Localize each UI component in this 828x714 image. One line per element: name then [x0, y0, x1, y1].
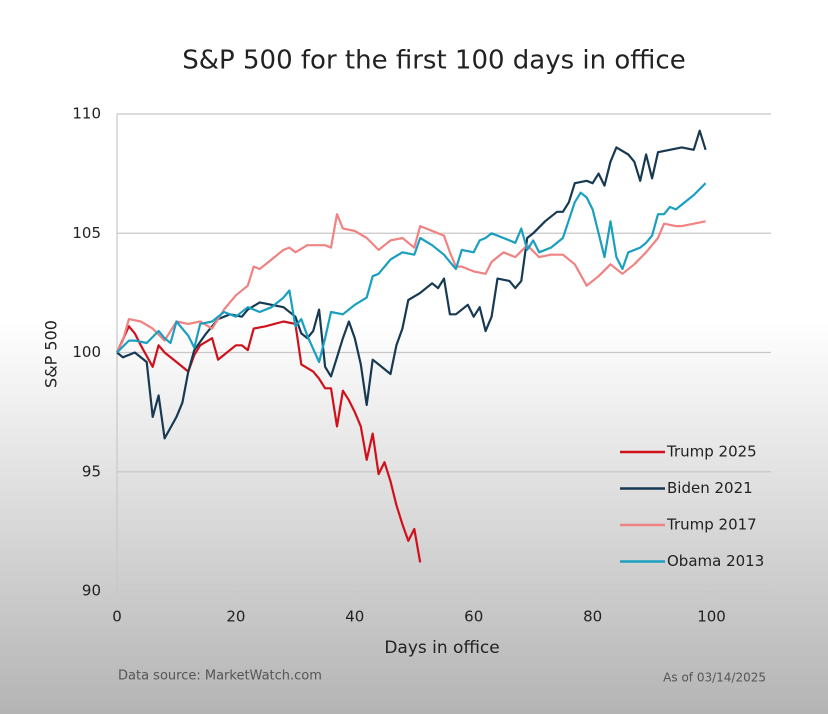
y-tick-label: 110 — [72, 105, 101, 123]
y-tick-label: 105 — [72, 224, 101, 242]
series-line — [116, 182, 707, 364]
y-tick-label: 100 — [72, 343, 101, 361]
legend-label: Trump 2017 — [666, 516, 757, 534]
x-tick-label: 0 — [112, 608, 122, 626]
y-axis-label: S&P 500 — [42, 320, 61, 388]
series-line — [116, 213, 706, 353]
y-tick-label: 90 — [82, 582, 101, 600]
x-tick-label: 60 — [464, 608, 483, 626]
x-tick-label: 40 — [345, 608, 364, 626]
source-note: Data source: MarketWatch.com — [118, 669, 322, 684]
legend-label: Biden 2021 — [667, 479, 753, 497]
series-line — [115, 320, 422, 563]
chart-title: S&P 500 for the first 100 days in office — [182, 46, 685, 76]
legend-label: Trump 2025 — [666, 443, 757, 461]
x-tick-label: 100 — [697, 608, 726, 626]
x-tick-label: 20 — [226, 608, 245, 626]
y-tick-label: 95 — [82, 462, 101, 480]
x-tick-label: 80 — [583, 608, 602, 626]
series-line — [116, 129, 707, 440]
date-note: As of 03/14/2025 — [663, 671, 766, 685]
x-axis-label: Days in office — [384, 638, 499, 658]
legend-label: Obama 2013 — [667, 552, 764, 570]
